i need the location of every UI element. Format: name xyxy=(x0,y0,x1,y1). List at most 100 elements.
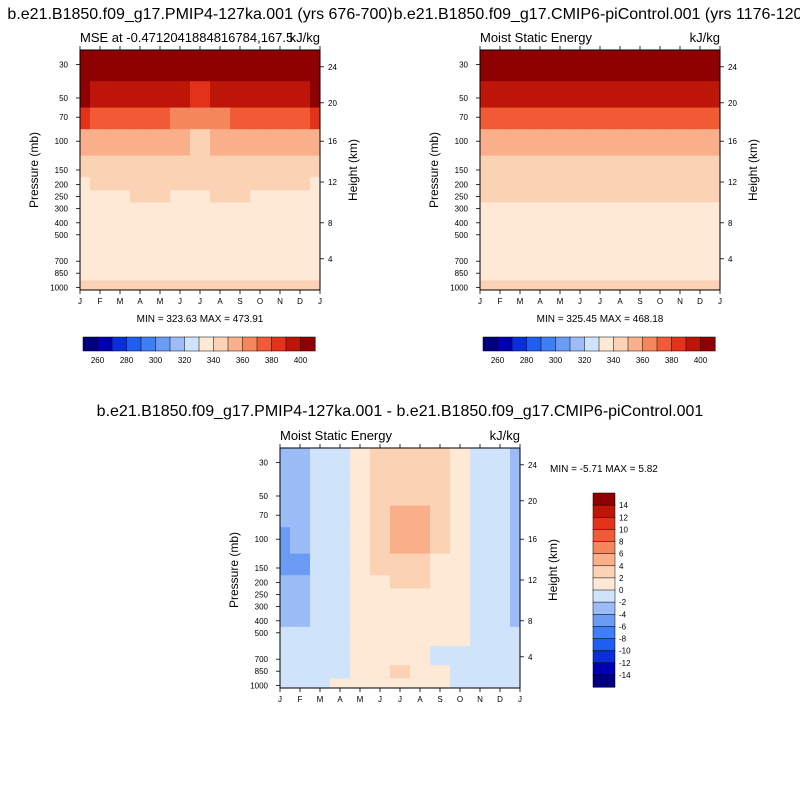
colorbar-box xyxy=(592,517,616,530)
y-tick-label: 850 xyxy=(55,269,69,278)
heatmap-cell xyxy=(270,107,291,130)
heatmap-cell xyxy=(290,228,311,249)
y-tick-label: 850 xyxy=(455,269,469,278)
x-tick-label: J xyxy=(198,297,202,306)
y-right-tick-label: 12 xyxy=(728,178,737,187)
panel-title: b.e21.B1850.f09_g17.PMIP4-127ka.001 - b.… xyxy=(97,403,704,420)
heatmap-cell xyxy=(290,600,311,614)
heatmap-cell xyxy=(310,646,331,666)
heatmap-cell xyxy=(250,155,271,178)
heatmap-cell xyxy=(610,50,631,82)
heatmap-cell xyxy=(80,228,91,249)
heatmap-cell xyxy=(130,155,151,178)
colorbar-label: -6 xyxy=(619,622,627,631)
heatmap-cell xyxy=(330,588,351,601)
y-right-tick-label: 4 xyxy=(528,653,533,662)
heatmap-cell xyxy=(290,448,311,480)
heatmap-cell xyxy=(410,613,431,628)
heatmap-cell xyxy=(530,280,551,291)
heatmap-cell xyxy=(710,177,721,191)
y-axis-right-label: Height (km) xyxy=(346,139,360,201)
y-tick-label: 100 xyxy=(55,137,69,146)
colorbar-box xyxy=(271,336,287,352)
colorbar-label: 6 xyxy=(619,550,624,559)
heatmap-cell xyxy=(590,50,611,82)
heatmap-cell xyxy=(150,107,171,130)
heatmap-cell xyxy=(370,553,391,576)
colorbar-box xyxy=(569,336,586,352)
heatmap-cell xyxy=(390,448,411,480)
heatmap-cell xyxy=(330,626,351,647)
heatmap-cell xyxy=(350,678,371,689)
heatmap-cell xyxy=(90,248,111,268)
heatmap-cell xyxy=(390,678,411,689)
heatmap-cell xyxy=(510,646,521,666)
x-tick-label: D xyxy=(497,695,503,704)
heatmap-cell xyxy=(530,215,551,230)
heatmap-cell xyxy=(530,202,551,216)
heatmap-cell xyxy=(590,177,611,191)
heatmap-cell xyxy=(530,129,551,156)
colorbar-label: -4 xyxy=(619,610,627,619)
heatmap-cell xyxy=(250,267,271,281)
heatmap-cell xyxy=(450,600,471,614)
y-tick-label: 500 xyxy=(255,629,269,638)
heatmap-cell xyxy=(230,177,251,191)
y-tick-label: 200 xyxy=(455,180,469,189)
heatmap-cell xyxy=(630,248,651,268)
heatmap-cell xyxy=(630,280,651,291)
y-right-tick-label: 24 xyxy=(328,63,337,72)
heatmap-cell xyxy=(310,588,331,601)
heatmap-cell xyxy=(610,177,631,191)
heatmap-cell xyxy=(90,190,111,203)
heatmap-cell xyxy=(280,553,291,576)
heatmap-cell xyxy=(150,129,171,156)
heatmap-cell xyxy=(390,479,411,506)
heatmap-cell xyxy=(290,50,311,82)
colorbar-label: 260 xyxy=(491,356,505,365)
heatmap-cell xyxy=(350,575,371,589)
y-tick-label: 100 xyxy=(455,137,469,146)
colorbar-box xyxy=(592,577,616,591)
heatmap-cell xyxy=(130,107,151,130)
heatmap-cell xyxy=(650,228,671,249)
colorbar-label: -12 xyxy=(619,659,631,668)
heatmap-cell xyxy=(470,588,491,601)
heatmap-cell xyxy=(170,228,191,249)
heatmap-cell xyxy=(550,228,571,249)
heatmap-cell xyxy=(310,267,321,281)
heatmap-cell xyxy=(410,665,431,679)
colorbar-label: 320 xyxy=(578,356,592,365)
heatmap-cell xyxy=(490,588,511,601)
heatmap-cell xyxy=(550,81,571,108)
heatmap-cell xyxy=(190,280,211,291)
heatmap-cell xyxy=(570,129,591,156)
heatmap-cell xyxy=(410,505,431,528)
heatmap-cell xyxy=(310,107,321,130)
heatmap-cell xyxy=(410,588,431,601)
y-right-tick-label: 20 xyxy=(528,497,537,506)
heatmap-cell xyxy=(280,626,291,647)
heatmap-cell xyxy=(290,248,311,268)
heatmap-cell xyxy=(370,678,391,689)
colorbar-box xyxy=(592,626,616,640)
x-tick-label: O xyxy=(257,297,263,306)
heatmap-cell xyxy=(410,626,431,647)
heatmap-cell xyxy=(470,678,491,689)
heatmap-cell xyxy=(610,228,631,249)
heatmap-cell xyxy=(570,190,591,203)
colorbar-label: 2 xyxy=(619,574,624,583)
heatmap-cell xyxy=(130,81,151,108)
heatmap-cell xyxy=(480,267,491,281)
heatmap-cell xyxy=(170,248,191,268)
colorbar-label: 320 xyxy=(178,356,192,365)
heatmap-cell xyxy=(490,155,511,178)
heatmap-cell xyxy=(510,228,531,249)
y-tick-label: 50 xyxy=(259,492,268,501)
heatmap-cell xyxy=(210,177,231,191)
heatmap-cell xyxy=(280,479,291,506)
heatmap-cell xyxy=(230,280,251,291)
heatmap-cell xyxy=(210,155,231,178)
heatmap-cell xyxy=(410,678,431,689)
heatmap-cell xyxy=(280,527,291,554)
